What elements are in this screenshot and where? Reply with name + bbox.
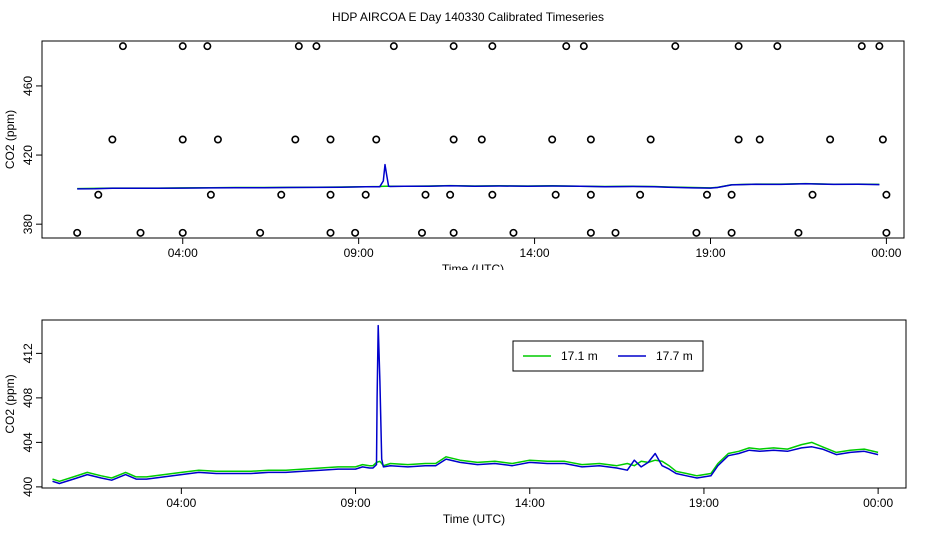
top-reference-point (326, 228, 335, 237)
bottom-series-green-line (52, 441, 879, 483)
bottom-y-tick-label: 404 (21, 432, 35, 452)
bottom-x-tick-label: 09:00 (341, 496, 371, 510)
top-reference-point (488, 190, 497, 199)
bottom-x-tick-label: 19:00 (689, 496, 719, 510)
top-reference-point (692, 228, 701, 237)
top-y-axis-label: CO2 (ppm) (3, 110, 17, 169)
top-reference-point (108, 135, 117, 144)
bottom-series-blue-line (52, 324, 879, 485)
top-reference-point (372, 135, 381, 144)
top-reference-point (449, 228, 458, 237)
top-reference-point (488, 42, 497, 51)
top-reference-point (178, 135, 187, 144)
top-reference-point (727, 228, 736, 237)
top-reference-point (312, 42, 321, 51)
bottom-y-tick-label: 412 (21, 343, 35, 363)
top-reference-point (446, 190, 455, 199)
top-reference-point (611, 228, 620, 237)
top-chart: 04:00 09:00 14:00 19:00 00:00 380 420 460 Time (… (3, 40, 905, 270)
top-reference-point (734, 135, 743, 144)
top-reference-point (118, 42, 127, 51)
top-reference-point (878, 135, 887, 144)
top-reference-point (277, 190, 286, 199)
top-reference-point (671, 42, 680, 51)
top-reference-point (857, 42, 866, 51)
top-x-tick-label: 04:00 (168, 246, 198, 260)
top-reference-point (256, 228, 265, 237)
top-reference-point (586, 190, 595, 199)
top-x-axis-label: Time (UTC) (442, 262, 504, 270)
top-reference-point (646, 135, 655, 144)
top-y-tick-label: 420 (21, 145, 35, 165)
top-reference-point (449, 135, 458, 144)
top-reference-point (586, 135, 595, 144)
top-reference-point (562, 42, 571, 51)
legend-box (512, 340, 704, 372)
top-reference-point (548, 135, 557, 144)
top-reference-point (206, 190, 215, 199)
top-reference-point (586, 228, 595, 237)
top-reference-point (326, 190, 335, 199)
legend-label: 17.7 m (656, 349, 693, 363)
top-reference-point (773, 42, 782, 51)
top-y-tick-label: 460 (21, 76, 35, 96)
top-reference-point (291, 135, 300, 144)
top-reference-point (826, 135, 835, 144)
top-reference-point (755, 135, 764, 144)
top-reference-point (794, 228, 803, 237)
top-reference-point (178, 228, 187, 237)
top-x-tick-label: 19:00 (695, 246, 725, 260)
top-y-tick-label: 380 (21, 214, 35, 234)
top-reference-point (294, 42, 303, 51)
top-x-tick-label: 00:00 (871, 246, 901, 260)
top-series-blue-line (77, 163, 880, 190)
top-reference-point (213, 135, 222, 144)
top-reference-point (73, 228, 82, 237)
top-reference-point (727, 190, 736, 199)
top-x-tick-label: 14:00 (520, 246, 550, 260)
top-reference-point (579, 42, 588, 51)
top-reference-point (421, 190, 430, 199)
top-reference-point (808, 190, 817, 199)
top-reference-point (389, 42, 398, 51)
top-reference-point (477, 135, 486, 144)
bottom-x-axis-label: Time (UTC) (443, 512, 505, 526)
top-plot-frame (41, 40, 905, 239)
top-reference-point (551, 190, 560, 199)
top-reference-point (351, 228, 360, 237)
bottom-x-tick-label: 04:00 (166, 496, 196, 510)
top-reference-point (509, 228, 518, 237)
top-reference-point (702, 190, 711, 199)
bottom-y-tick-label: 400 (21, 477, 35, 497)
top-reference-point (136, 228, 145, 237)
top-reference-point (417, 228, 426, 237)
legend-label: 17.1 m (561, 349, 598, 363)
top-reference-point (449, 42, 458, 51)
top-reference-point (882, 190, 891, 199)
bottom-y-tick-label: 408 (21, 388, 35, 408)
top-reference-point (361, 190, 370, 199)
figure-title: HDP AIRCOA E Day 140330 Calibrated Times… (332, 10, 604, 24)
top-reference-point (326, 135, 335, 144)
bottom-x-tick-label: 14:00 (515, 496, 545, 510)
top-reference-point (203, 42, 212, 51)
top-reference-point (875, 42, 884, 51)
top-x-tick-label: 09:00 (344, 246, 374, 260)
bottom-chart: 04:00 09:00 14:00 19:00 00:00 400 404 408 412 Tim… (3, 319, 907, 526)
bottom-x-tick-label: 00:00 (863, 496, 893, 510)
bottom-plot-frame (41, 319, 907, 489)
legend: 17.1 m 17.7 m (512, 340, 704, 372)
top-reference-point (636, 190, 645, 199)
top-reference-point (882, 228, 891, 237)
top-reference-point (94, 190, 103, 199)
bottom-y-axis-label: CO2 (ppm) (3, 374, 17, 433)
top-reference-point (178, 42, 187, 51)
top-reference-point (734, 42, 743, 51)
